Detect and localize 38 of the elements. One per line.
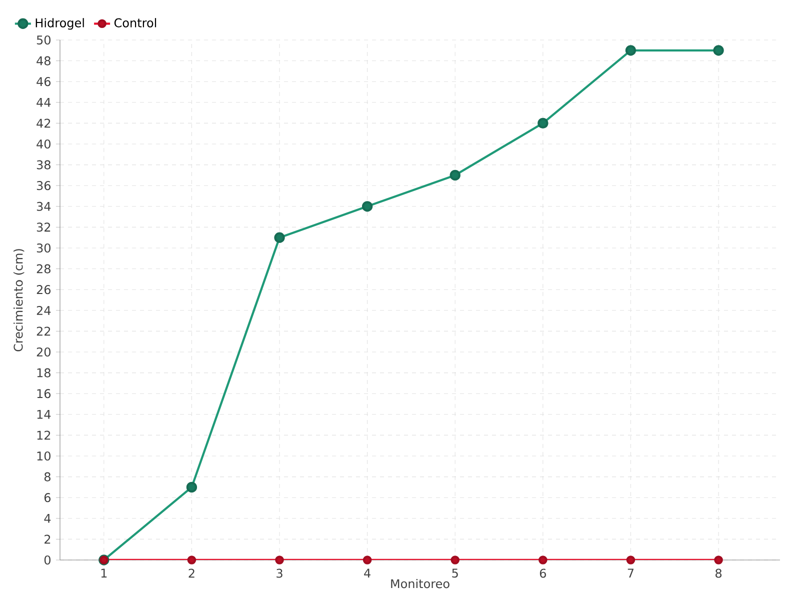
- y-tick-label: 14: [37, 410, 51, 419]
- y-tick-label: 10: [37, 451, 50, 461]
- x-tick-label: 4: [364, 568, 370, 578]
- y-tick-label: 50: [36, 35, 50, 45]
- y-tick-label: 4: [44, 514, 51, 523]
- y-tick-label: 28: [36, 264, 50, 274]
- y-tick-label: 38: [36, 160, 50, 170]
- y-tick-label: 22: [36, 326, 50, 336]
- x-tick-label: 1: [101, 568, 107, 578]
- y-tick-label: 8: [44, 472, 50, 482]
- y-axis-title: Crecimiento (cm): [14, 249, 24, 352]
- x-axis-title: Monitoreo: [391, 578, 450, 588]
- x-tick-label: 6: [540, 568, 546, 578]
- y-tick-label: 12: [37, 430, 50, 440]
- y-tick-label: 24: [36, 306, 51, 315]
- y-tick-label: 18: [37, 368, 50, 378]
- x-tick-label: 5: [452, 568, 458, 578]
- legend-label: Control: [114, 18, 156, 28]
- x-tick-label: 8: [716, 568, 722, 578]
- y-tick-label: 26: [36, 285, 51, 294]
- x-tick-label: 2: [188, 568, 194, 578]
- y-tick-label: 42: [36, 118, 50, 128]
- y-tick-label: 32: [36, 222, 50, 232]
- y-tick-label: 20: [36, 347, 50, 357]
- y-tick-label: 34: [36, 202, 51, 211]
- y-tick-label: 40: [36, 139, 50, 149]
- x-tick-label: 3: [276, 568, 282, 578]
- y-tick-label: 16: [37, 389, 51, 398]
- y-tick-label: 30: [36, 243, 50, 253]
- y-tick-label: 6: [44, 493, 51, 502]
- y-tick-label: 0: [44, 555, 50, 565]
- y-tick-label: 36: [36, 181, 51, 190]
- y-tick-label: 2: [44, 534, 50, 544]
- x-tick-label: 7: [628, 568, 634, 578]
- y-tick-label: 48: [36, 56, 50, 66]
- y-tick-label: 46: [36, 77, 51, 86]
- y-tick-label: 44: [36, 98, 51, 107]
- legend-label: Hidrogel: [36, 18, 84, 30]
